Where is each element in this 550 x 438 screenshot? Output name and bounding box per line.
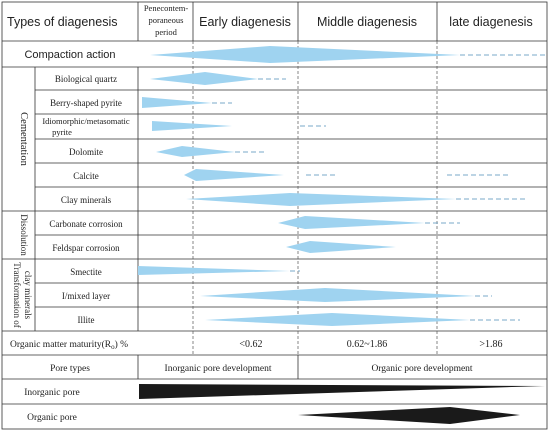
maturity-label: Organic matter maturity(Ro) % [10,339,128,351]
compaction-label: Compaction action [24,49,115,61]
row-label: Berry-shaped pyrite [50,98,122,108]
maturity-early: <0.62 [239,339,262,350]
row-label: Idiomorphic/metasomatic [42,116,130,126]
header-late: late diagenesis [449,15,532,29]
table-border [1,1,548,430]
spindle-biological-quartz [150,72,258,85]
spindle-illite [205,313,470,326]
row-label: pyrite [52,127,72,137]
table-grid [1,1,548,430]
spindle-feldspar-corrosion [286,241,396,253]
spindle-berry-pyrite [142,97,212,108]
organic-pore-wedge [298,407,520,424]
header-types: Types of diagenesis [7,15,118,29]
group-transformation-1: Transformation of [12,262,22,327]
spindle-dolomite [156,146,235,157]
header-pene-2: poraneous [149,15,184,25]
row-label: Calcite [73,171,99,181]
inorganic-pore-label: Inorganic pore [24,388,79,398]
maturity-row: Organic matter maturity(Ro) % <0.62 0.62… [10,339,503,351]
group-transformation-2: clay minerals [23,271,33,320]
row-label: Feldspar corrosion [52,243,120,253]
spindle-carbonate-corrosion [278,216,425,229]
row-label: Illite [78,315,95,325]
organic-development-label: Organic pore development [371,364,472,374]
row-label: Smectite [70,267,102,277]
row-labels: Biological quartz Berry-shaped pyrite Id… [42,74,130,325]
spindle-smectite [138,266,290,275]
group-dissolution: Dissolution [19,214,29,256]
header-pene-1: Penecontem- [144,3,189,13]
spindle-compaction [150,46,460,63]
maturity-middle: 0.62~1.86 [347,339,387,350]
row-label: Dolomite [69,147,103,157]
row-label: Biological quartz [55,74,117,84]
spindles [138,46,475,326]
group-cementation: Cementation [18,112,29,166]
spindle-i-mixed-layer [200,288,475,302]
header-early: Early diagenesis [199,15,291,29]
spindle-idiomorphic-pyrite [152,121,232,131]
inorganic-pore-wedge [139,384,545,399]
spindle-calcite [184,169,284,181]
organic-pore-label: Organic pore [27,413,77,423]
pore-rows: Pore types Inorganic pore development Or… [24,364,473,423]
header-middle: Middle diagenesis [317,15,417,29]
pore-types-label: Pore types [50,364,90,374]
row-label: I/mixed layer [62,291,110,301]
row-label: Carbonate corrosion [49,219,123,229]
spindle-clay-minerals [186,193,456,206]
inorganic-development-label: Inorganic pore development [165,364,272,374]
dashed-extensions [212,54,545,321]
maturity-late: >1.86 [479,339,502,350]
header-pene-3: period [155,27,177,37]
row-label: Clay minerals [61,195,112,205]
header-row: Types of diagenesis Penecontem- poraneou… [7,3,533,37]
